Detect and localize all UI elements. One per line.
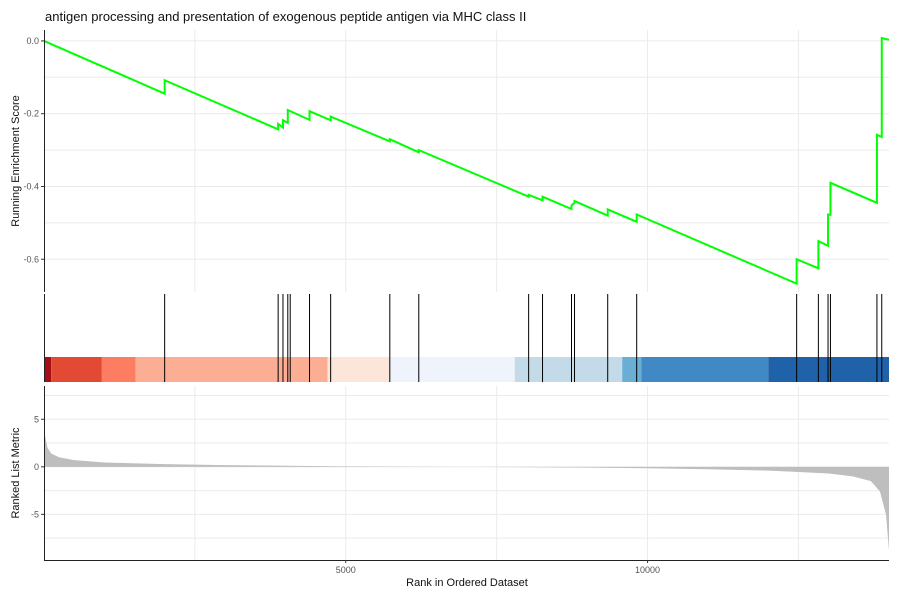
color-bar-segment [101,357,136,382]
enrichment-grid [44,30,889,292]
hit-markers [164,294,883,382]
color-bar-segment [389,357,515,382]
chart-title: antigen processing and presentation of e… [45,9,526,24]
rank-color-bar [44,357,889,382]
color-bar-segment [768,357,889,382]
ranked-metric-grid [44,386,889,560]
x-ticks: 5000 10000 [336,560,660,575]
x-axis-title: Rank in Ordered Dataset [406,577,528,589]
ranked-metric-panel: 5 0 -5 5000 10000 Ranked List Metric Rank i… [10,386,889,589]
enrichment-y-tick-label: -0.2 [23,109,39,119]
ranked-metric-y-tick-label: 0 [34,462,39,472]
color-bar-segment [641,357,769,382]
hits-panel [44,294,889,382]
color-bar-segment [514,357,623,382]
enrichment-y-tick-label: -0.6 [23,254,39,264]
color-bar-segment [622,357,642,382]
enrichment-panel: 0.0 -0.2 -0.4 -0.6 Running Enrichment Score [10,30,890,292]
ranked-metric-y-axis-title: Ranked List Metric [10,427,22,519]
color-bar-segment [51,357,102,382]
x-tick-label: 10000 [635,565,660,575]
enrichment-score-line [43,36,890,286]
ranked-metric-area [44,423,889,551]
enrichment-y-ticks: 0.0 -0.2 -0.4 -0.6 [23,36,44,264]
ranked-metric-y-tick-label: 5 [34,414,39,424]
enrichment-y-tick-label: 0.0 [26,36,39,46]
enrichment-y-axis-title: Running Enrichment Score [10,95,22,226]
color-bar-segment [327,357,390,382]
enrichment-y-tick-label: -0.4 [23,181,39,191]
color-bar-segment [44,357,52,382]
color-bar-segment [135,357,328,382]
ranked-metric-y-ticks: 5 0 -5 [31,414,44,519]
ranked-metric-y-tick-label: -5 [31,509,39,519]
x-tick-label: 5000 [336,565,356,575]
